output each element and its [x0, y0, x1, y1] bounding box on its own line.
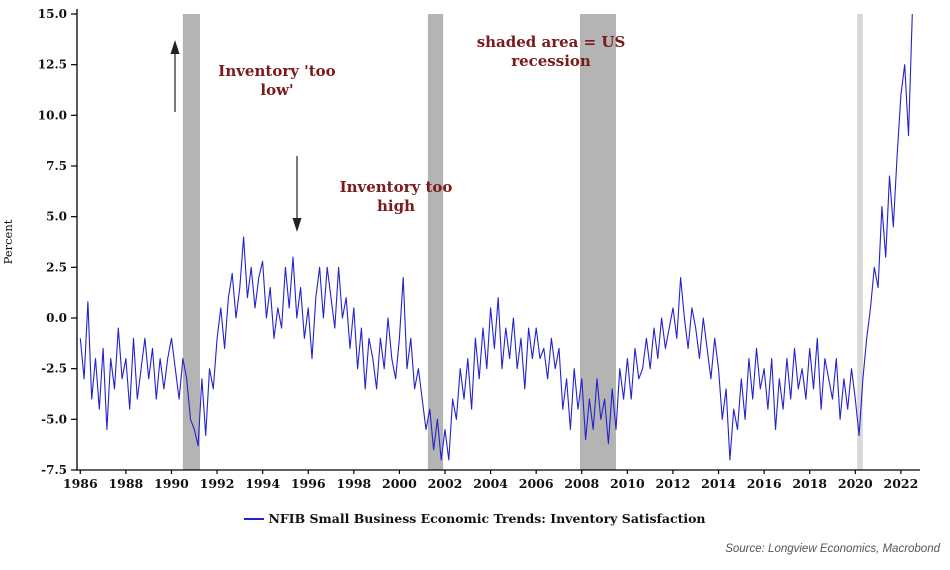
- x-tick-label: 1992: [200, 476, 235, 491]
- y-tick-label: -5.0: [41, 412, 67, 426]
- y-tick-label: 7.5: [46, 159, 67, 173]
- annotation-inventory-too-high: Inventory too high: [339, 178, 453, 215]
- y-tick-label: -7.5: [41, 463, 67, 477]
- x-tick-label: 2010: [610, 476, 645, 491]
- y-tick-label: 15.0: [38, 7, 67, 21]
- x-tick-label: 2002: [428, 476, 463, 491]
- y-tick-label: 12.5: [38, 58, 67, 72]
- recession-band: [182, 14, 200, 470]
- x-tick-label: 2006: [519, 476, 554, 491]
- y-tick-label: 0.0: [46, 311, 67, 325]
- y-tick-label: 10.0: [38, 108, 67, 122]
- y-tick-label: -2.5: [41, 362, 67, 376]
- data-line: [79, 13, 913, 461]
- x-tick-label: 2000: [382, 476, 417, 491]
- recession-band: [857, 14, 863, 470]
- x-tick-label: 1996: [291, 476, 326, 491]
- legend: NFIB Small Business Economic Trends: Inv…: [0, 511, 950, 526]
- x-tick-label: 2014: [701, 476, 736, 491]
- x-tick-label: 2022: [884, 476, 919, 491]
- x-tick-label: 1988: [108, 476, 143, 491]
- x-tick-label: 2008: [564, 476, 599, 491]
- x-tick-label: 2020: [838, 476, 873, 491]
- x-tick-label: 1990: [154, 476, 189, 491]
- x-tick-label: 2004: [473, 476, 508, 491]
- legend-line-sample: [244, 517, 265, 520]
- annotation-recession-note: shaded area = US recession: [476, 33, 626, 70]
- x-tick-label: 1986: [63, 476, 98, 491]
- legend-label: NFIB Small Business Economic Trends: Inv…: [268, 511, 706, 526]
- x-tick-label: 1994: [245, 476, 280, 491]
- y-axis-title: Percent: [1, 219, 15, 264]
- annotation-inventory-too-low: Inventory 'too low': [218, 62, 336, 99]
- up-arrow-head-icon: [170, 40, 180, 54]
- down-arrow-head-icon: [292, 218, 302, 232]
- x-tick-label: 1998: [336, 476, 371, 491]
- source-credit: Source: Longview Economics, Macrobond: [725, 543, 940, 555]
- y-tick-label: 5.0: [46, 210, 67, 224]
- x-tick-label: 2016: [747, 476, 782, 491]
- y-tick-label: 2.5: [46, 260, 67, 274]
- recession-band: [579, 14, 616, 470]
- x-tick-label: 2018: [792, 476, 827, 491]
- x-tick-label: 2012: [656, 476, 691, 491]
- recession-band: [427, 14, 444, 470]
